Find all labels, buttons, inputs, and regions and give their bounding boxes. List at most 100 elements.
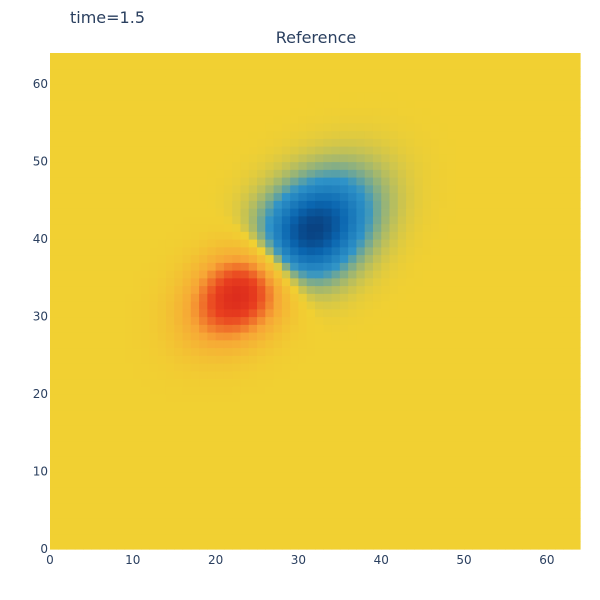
heatmap-cell bbox=[99, 409, 109, 418]
heatmap-cell bbox=[348, 231, 358, 240]
heatmap-cell bbox=[555, 208, 565, 217]
heatmap-cell bbox=[66, 363, 76, 372]
heatmap-cell bbox=[107, 91, 117, 101]
heatmap-cell bbox=[430, 308, 440, 318]
heatmap-cell bbox=[257, 378, 266, 387]
heatmap-cell bbox=[538, 425, 548, 434]
heatmap-cell bbox=[488, 122, 498, 132]
heatmap-cell bbox=[563, 324, 573, 333]
heatmap-cell bbox=[513, 432, 523, 442]
heatmap-cell bbox=[356, 487, 366, 496]
heatmap-cell bbox=[439, 308, 449, 318]
heatmap-cell bbox=[522, 347, 531, 356]
heatmap-cell bbox=[397, 417, 407, 426]
heatmap-cell bbox=[488, 440, 498, 449]
heatmap-cell bbox=[91, 301, 101, 310]
heatmap-cell bbox=[232, 146, 242, 155]
heatmap-cell bbox=[66, 370, 76, 380]
heatmap-cell bbox=[406, 456, 415, 465]
heatmap-cell bbox=[331, 246, 341, 256]
heatmap-cell bbox=[430, 370, 440, 380]
heatmap-cell bbox=[563, 161, 573, 170]
heatmap-cell bbox=[207, 115, 217, 124]
heatmap-cell bbox=[157, 184, 167, 194]
heatmap-cell bbox=[74, 525, 84, 535]
heatmap-cell bbox=[290, 324, 300, 333]
heatmap-cell bbox=[563, 68, 573, 77]
heatmap-cell bbox=[339, 192, 349, 201]
heatmap-cell bbox=[157, 448, 167, 457]
heatmap-cell bbox=[232, 510, 242, 519]
heatmap-cell bbox=[422, 448, 432, 457]
y-tick-label: 50 bbox=[33, 155, 48, 169]
heatmap-cell bbox=[364, 355, 374, 364]
heatmap-cell bbox=[381, 494, 391, 504]
heatmap-cell bbox=[248, 99, 258, 108]
heatmap-cell bbox=[315, 146, 324, 155]
heatmap-cell bbox=[364, 417, 374, 426]
heatmap-cell bbox=[414, 246, 424, 256]
heatmap-cell bbox=[414, 270, 424, 279]
heatmap-cell bbox=[430, 510, 440, 519]
heatmap-cell bbox=[480, 417, 490, 426]
heatmap-cell bbox=[488, 394, 498, 403]
heatmap-cell bbox=[505, 316, 515, 325]
heatmap-cell bbox=[257, 115, 266, 124]
heatmap-cell bbox=[207, 347, 217, 356]
heatmap-cell bbox=[223, 502, 233, 511]
heatmap-cell bbox=[488, 231, 498, 240]
heatmap-cell bbox=[323, 324, 333, 333]
heatmap-cell bbox=[538, 99, 548, 108]
heatmap-cell bbox=[331, 53, 341, 62]
heatmap-cell bbox=[207, 332, 217, 341]
heatmap-cell bbox=[530, 91, 540, 101]
heatmap-cell bbox=[74, 76, 84, 85]
heatmap-cell bbox=[265, 254, 275, 263]
heatmap-cell bbox=[397, 76, 407, 85]
heatmap-cell bbox=[522, 192, 531, 201]
heatmap-cell bbox=[74, 122, 84, 132]
heatmap-cell bbox=[157, 456, 167, 465]
heatmap-cell bbox=[530, 518, 540, 527]
heatmap-cell bbox=[141, 239, 150, 248]
heatmap-cell bbox=[83, 223, 93, 232]
heatmap-cell bbox=[381, 285, 391, 294]
heatmap-cell bbox=[281, 122, 291, 132]
heatmap-cell bbox=[522, 518, 531, 527]
heatmap-cell bbox=[257, 487, 266, 496]
heatmap-cell bbox=[99, 487, 109, 496]
heatmap-cell bbox=[298, 53, 308, 62]
heatmap-cell bbox=[364, 363, 374, 372]
heatmap-cell bbox=[555, 324, 565, 333]
heatmap-cell bbox=[174, 417, 184, 426]
heatmap-cell bbox=[364, 494, 374, 504]
heatmap-cell bbox=[232, 122, 242, 132]
heatmap-cell bbox=[149, 417, 159, 426]
heatmap-cell bbox=[323, 518, 333, 527]
heatmap-cell bbox=[207, 401, 217, 411]
heatmap-cell bbox=[563, 347, 573, 356]
heatmap-cell bbox=[207, 60, 217, 70]
heatmap-cell bbox=[422, 533, 432, 542]
heatmap-cell bbox=[555, 115, 565, 124]
heatmap-cell bbox=[132, 401, 142, 411]
heatmap-cell bbox=[306, 533, 316, 542]
heatmap-cell bbox=[447, 417, 457, 426]
heatmap-cell bbox=[488, 308, 498, 318]
heatmap-cell bbox=[555, 332, 565, 341]
heatmap-cell bbox=[522, 161, 531, 170]
heatmap-cell bbox=[472, 192, 482, 201]
heatmap-cell bbox=[298, 308, 308, 318]
heatmap-cell bbox=[306, 425, 316, 434]
heatmap-cell bbox=[372, 169, 382, 178]
heatmap-cell bbox=[497, 518, 507, 527]
heatmap-cell bbox=[381, 448, 391, 457]
heatmap-cell bbox=[74, 324, 84, 333]
heatmap-cell bbox=[215, 169, 225, 178]
heatmap-cell bbox=[422, 239, 432, 248]
heatmap-cell bbox=[447, 262, 457, 271]
heatmap-cell bbox=[83, 471, 93, 480]
heatmap-cell bbox=[116, 386, 126, 395]
heatmap-cell bbox=[50, 502, 59, 511]
heatmap-cell bbox=[381, 60, 391, 70]
